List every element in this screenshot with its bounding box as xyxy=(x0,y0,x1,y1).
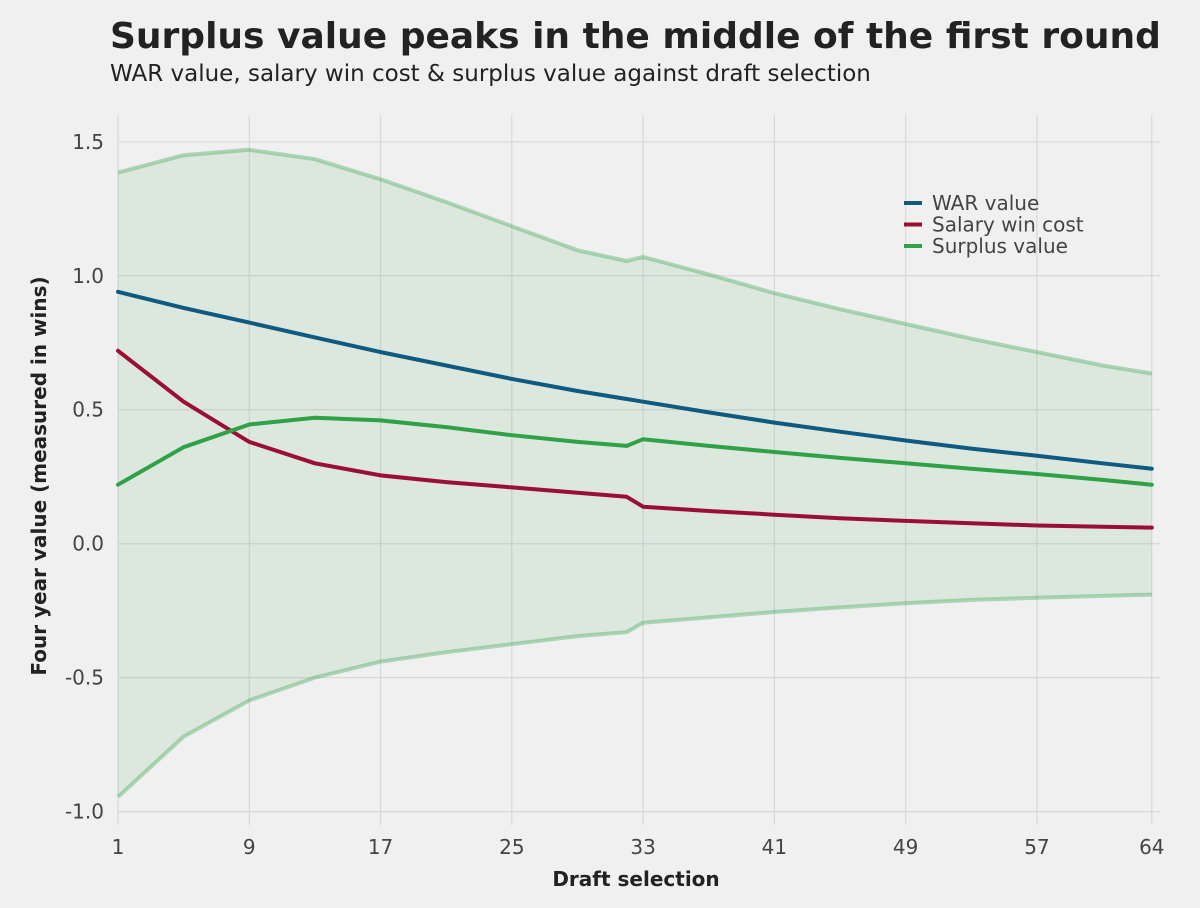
legend-label: Surplus value xyxy=(932,234,1068,258)
series-line-surplus-value xyxy=(116,415,1154,487)
tick-labels: 1.5 1.0 0.5 0.0 -0.5 -1.0 1 9 17 25 33 41 49 57 64 xyxy=(65,130,1165,859)
y-tick-label: -1.0 xyxy=(65,800,104,824)
x-tick-label: 17 xyxy=(368,835,393,859)
x-tick-label: 1 xyxy=(112,835,125,859)
y-tick-label: 0.5 xyxy=(72,398,104,422)
x-tick-label: 25 xyxy=(499,835,524,859)
y-tick-label: 1.0 xyxy=(72,264,104,288)
x-axis-label: Draft selection xyxy=(552,867,719,891)
x-tick-label: 41 xyxy=(762,835,787,859)
interval-band-fill xyxy=(118,149,1152,797)
x-tick-label: 49 xyxy=(893,835,918,859)
x-tick-label: 9 xyxy=(243,835,256,859)
series-lines xyxy=(116,289,1154,530)
x-tick-label: 33 xyxy=(630,835,655,859)
series-line-war-value xyxy=(116,289,1154,471)
chart-title: Surplus value peaks in the middle of the… xyxy=(110,16,1161,57)
series-line-salary-win-cost xyxy=(116,348,1154,530)
interval-lower-line xyxy=(116,592,1152,799)
y-tick-label: 1.5 xyxy=(72,130,104,154)
x-tick-label: 64 xyxy=(1139,835,1164,859)
chart-subtitle: WAR value, salary win cost & surplus val… xyxy=(110,61,871,87)
y-tick-label: 0.0 xyxy=(72,532,104,556)
x-tick-label: 57 xyxy=(1024,835,1049,859)
y-tick-label: -0.5 xyxy=(65,666,104,690)
y-axis-label: Four year value (measured in wins) xyxy=(27,276,51,675)
interval-upper-line xyxy=(117,147,1153,376)
legend-label: Salary win cost xyxy=(932,213,1084,237)
grid xyxy=(117,115,1160,825)
legend-label: WAR value xyxy=(932,191,1039,215)
interval-band xyxy=(116,147,1153,799)
